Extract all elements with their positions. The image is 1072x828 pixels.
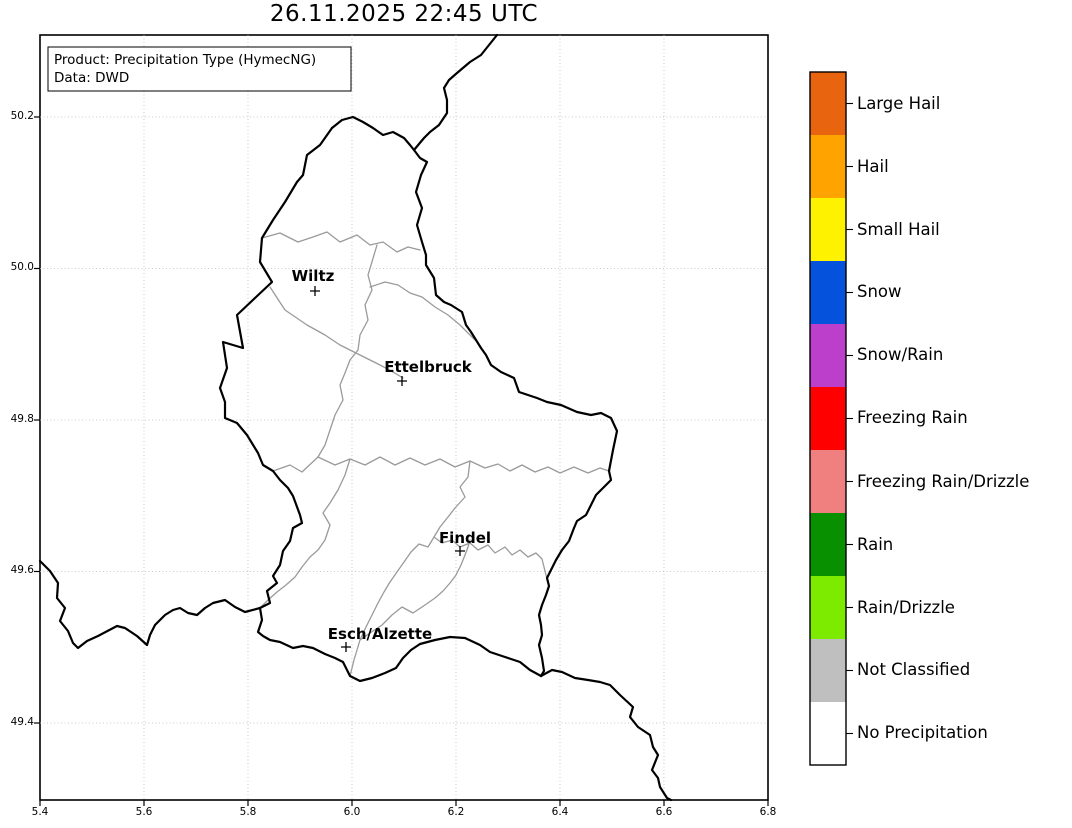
legend-swatch-freezing-rain-drizzle <box>810 450 846 513</box>
legend-colorbar <box>809 71 853 766</box>
country-border-east <box>412 33 619 678</box>
city-label-esch: Esch/Alzette <box>328 625 432 643</box>
legend-swatch-rain-drizzle <box>810 576 846 639</box>
district-border-path <box>349 460 471 677</box>
legend-swatch-no-precipitation <box>810 702 846 765</box>
city-label-findel: Findel <box>439 529 491 547</box>
map-plot: Wiltz Ettelbruck Findel Esch/Alzette Pro… <box>34 33 769 806</box>
legend-tick-marks <box>846 102 853 735</box>
x-tick-label: 5.4 <box>31 806 49 818</box>
city-marker-esch <box>341 642 351 652</box>
axis-tick-marks <box>34 116 769 806</box>
y-tick-label: 50.0 <box>10 261 34 273</box>
y-tick-label: 49.6 <box>10 564 34 576</box>
x-tick-label: 6.4 <box>551 806 569 818</box>
legend-label-snow: Snow <box>857 282 902 301</box>
country-borders <box>38 33 673 802</box>
page-title: 26.11.2025 22:45 UTC <box>269 1 539 27</box>
legend-label-not-classified: Not Classified <box>857 660 971 679</box>
legend-label-small-hail: Small Hail <box>857 220 940 239</box>
legend-swatch-snow <box>810 261 846 324</box>
y-tick-label: 49.8 <box>10 413 34 425</box>
city-marker-ettelbruck <box>397 376 407 386</box>
legend-swatch-hail <box>810 135 846 198</box>
x-tick-label: 6.0 <box>343 806 361 818</box>
product-info-box: Product: Precipitation Type (HymecNG) Da… <box>47 46 352 92</box>
district-border-path <box>269 286 404 379</box>
district-border-path <box>317 244 378 458</box>
y-tick-label: 50.2 <box>10 110 34 122</box>
district-border-path <box>272 456 610 474</box>
district-border-path <box>359 539 471 641</box>
legend-swatch-large-hail <box>810 72 846 135</box>
city-marker-findel <box>455 546 465 556</box>
legend-label-no-precipitation: No Precipitation <box>857 723 988 742</box>
city-markers <box>310 286 465 652</box>
legend-swatch-rain <box>810 513 846 576</box>
district-borders <box>259 231 610 677</box>
x-tick-label: 5.8 <box>239 806 257 818</box>
legend-label-freezing-rain: Freezing Rain <box>857 408 968 427</box>
legend-label-rain: Rain <box>857 535 894 554</box>
country-border-north <box>330 115 416 152</box>
x-tick-label: 6.2 <box>447 806 465 818</box>
legend-swatch-freezing-rain <box>810 387 846 450</box>
city-label-ettelbruck: Ettelbruck <box>384 358 473 376</box>
x-tick-label: 6.8 <box>759 806 777 818</box>
legend-label-rain-drizzle: Rain/Drizzle <box>857 598 955 617</box>
district-border-path <box>261 231 421 253</box>
y-tick-label: 49.4 <box>10 716 34 728</box>
city-marker-wiltz <box>310 286 320 296</box>
legend-label-large-hail: Large Hail <box>857 94 941 113</box>
product-info-box-frame <box>47 46 352 92</box>
city-label-wiltz: Wiltz <box>292 267 335 285</box>
district-border-path <box>259 458 351 609</box>
legend-label-snow-rain: Snow/Rain <box>857 345 944 364</box>
legend-label-freezing-rain-drizzle: Freezing Rain/Drizzle <box>857 472 1030 491</box>
country-border-west <box>218 126 334 610</box>
legend-swatch-small-hail <box>810 198 846 261</box>
legend-swatch-not-classified <box>810 639 846 702</box>
x-tick-label: 5.6 <box>135 806 153 818</box>
legend-label-hail: Hail <box>857 157 889 176</box>
legend-swatch-snow-rain <box>810 324 846 387</box>
district-border-path <box>369 281 476 341</box>
country-border-france-germany <box>539 668 673 802</box>
x-tick-label: 6.6 <box>655 806 673 818</box>
country-border-france-belgium <box>38 559 262 650</box>
country-border-south <box>256 606 543 683</box>
district-border-path <box>433 536 550 587</box>
plot-frame <box>39 34 769 801</box>
data-source-line: Data: DWD <box>54 70 129 86</box>
product-line: Product: Precipitation Type (HymecNG) <box>54 52 316 68</box>
